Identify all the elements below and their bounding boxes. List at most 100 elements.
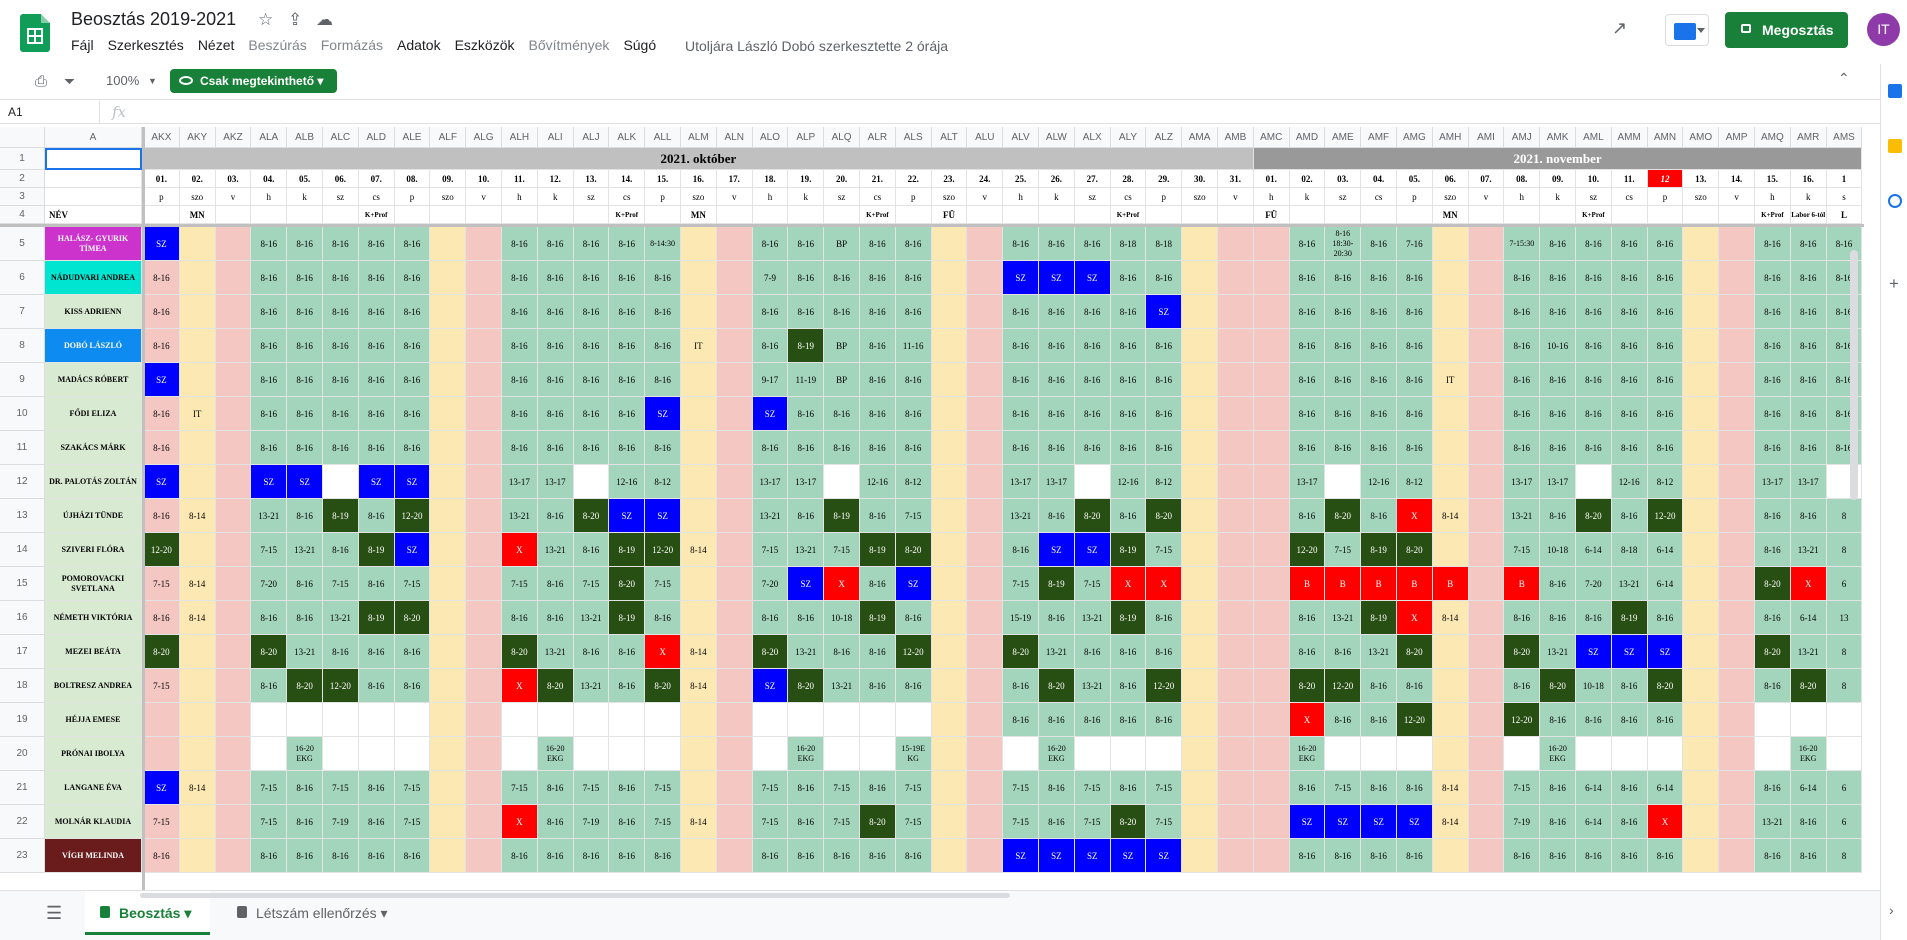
schedule-cell[interactable]: [752, 703, 789, 737]
schedule-cell[interactable]: 8-16: [1289, 635, 1326, 669]
schedule-cell[interactable]: 8-16: [537, 567, 574, 601]
schedule-cell[interactable]: 8-14: [179, 499, 216, 533]
schedule-cell[interactable]: [681, 465, 717, 499]
schedule-cell[interactable]: 7-15: [895, 771, 932, 805]
schedule-cell[interactable]: 8-20: [287, 669, 323, 703]
schedule-cell[interactable]: [1182, 601, 1218, 635]
schedule-cell[interactable]: [967, 703, 1004, 737]
column-header[interactable]: AMO: [1683, 127, 1720, 148]
schedule-cell[interactable]: [323, 465, 359, 499]
schedule-cell[interactable]: 8-16: [323, 635, 359, 669]
note-cell[interactable]: [144, 206, 180, 224]
schedule-cell[interactable]: 8-19: [358, 601, 395, 635]
schedule-cell[interactable]: 8-16: [502, 601, 538, 635]
schedule-cell[interactable]: 13-21: [1540, 635, 1576, 669]
weekday-cell[interactable]: szo: [1683, 188, 1720, 206]
schedule-cell[interactable]: 13-21: [824, 669, 860, 703]
schedule-cell[interactable]: 8-16: [860, 499, 896, 533]
schedule-cell[interactable]: [1182, 397, 1218, 431]
schedule-cell[interactable]: [931, 601, 968, 635]
schedule-cell[interactable]: [1218, 805, 1254, 839]
schedule-cell[interactable]: 8-16: [609, 431, 646, 465]
schedule-cell[interactable]: 6: [1826, 771, 1863, 805]
schedule-cell[interactable]: 8-16: [358, 261, 395, 295]
weekday-cell[interactable]: v: [967, 188, 1004, 206]
day-cell[interactable]: 02.: [179, 170, 216, 188]
schedule-cell[interactable]: 8-16: [1576, 329, 1612, 363]
column-header[interactable]: ALU: [967, 127, 1004, 148]
column-header[interactable]: AKX: [144, 127, 180, 148]
day-cell[interactable]: 14.: [609, 170, 646, 188]
schedule-cell[interactable]: [931, 261, 968, 295]
schedule-cell[interactable]: 8-16: [1397, 839, 1433, 873]
schedule-cell[interactable]: 8-16: [537, 805, 574, 839]
schedule-cell[interactable]: 8-16: [323, 227, 359, 261]
schedule-cell[interactable]: [1683, 737, 1720, 771]
row-header[interactable]: 1: [0, 148, 45, 170]
schedule-cell[interactable]: 8-16: [1576, 363, 1612, 397]
schedule-cell[interactable]: 8-16: [251, 329, 288, 363]
schedule-cell[interactable]: 13-21: [287, 635, 323, 669]
schedule-cell[interactable]: 8-16: [1790, 805, 1827, 839]
column-header[interactable]: ALE: [394, 127, 431, 148]
schedule-cell[interactable]: 13-21: [251, 499, 288, 533]
schedule-cell[interactable]: [716, 771, 753, 805]
schedule-cell[interactable]: 7-15: [502, 771, 538, 805]
schedule-cell[interactable]: 8-12: [1647, 465, 1684, 499]
view-only-button[interactable]: Csak megtekinthető ▾: [170, 69, 337, 93]
schedule-cell[interactable]: 8-16: [573, 261, 610, 295]
schedule-cell[interactable]: [1611, 737, 1648, 771]
schedule-cell[interactable]: 8-16: [358, 567, 395, 601]
schedule-cell[interactable]: [466, 295, 502, 329]
employee-name[interactable]: BOLTRESZ ANDREA: [45, 669, 142, 703]
avatar[interactable]: IT: [1867, 13, 1900, 46]
schedule-cell[interactable]: 16-20 EKG: [287, 737, 323, 771]
schedule-cell[interactable]: SZ: [1611, 635, 1648, 669]
schedule-cell[interactable]: 8-16: [251, 227, 288, 261]
schedule-cell[interactable]: [1683, 805, 1720, 839]
schedule-cell[interactable]: 13-21: [1504, 499, 1541, 533]
schedule-cell[interactable]: [967, 465, 1004, 499]
name-cell[interactable]: [45, 188, 142, 206]
schedule-cell[interactable]: 8-16: [1361, 397, 1397, 431]
schedule-cell[interactable]: [323, 737, 359, 771]
schedule-cell[interactable]: 8-16: [609, 397, 646, 431]
schedule-cell[interactable]: 8-19: [323, 499, 359, 533]
schedule-cell[interactable]: [716, 329, 753, 363]
schedule-cell[interactable]: 8-16: [645, 839, 681, 873]
schedule-cell[interactable]: [323, 703, 359, 737]
schedule-cell[interactable]: 8-16: [895, 261, 932, 295]
schedule-cell[interactable]: 6: [1826, 805, 1863, 839]
schedule-cell[interactable]: SZ: [358, 465, 395, 499]
day-cell[interactable]: 07.: [358, 170, 395, 188]
column-header[interactable]: ALW: [1039, 127, 1075, 148]
weekday-cell[interactable]: sz: [323, 188, 359, 206]
schedule-cell[interactable]: 13-21: [537, 533, 574, 567]
schedule-cell[interactable]: 13-21: [1755, 805, 1791, 839]
schedule-cell[interactable]: 12-20: [895, 635, 932, 669]
schedule-cell[interactable]: 8-16: [1611, 771, 1648, 805]
schedule-cell[interactable]: [1683, 703, 1720, 737]
schedule-cell[interactable]: [466, 635, 502, 669]
name-box[interactable]: A1: [0, 101, 100, 124]
schedule-cell[interactable]: 8-20: [645, 669, 681, 703]
schedule-cell[interactable]: 10-18: [824, 601, 860, 635]
schedule-cell[interactable]: 8: [1826, 635, 1863, 669]
schedule-cell[interactable]: 13-21: [537, 635, 574, 669]
schedule-cell[interactable]: 8-16: [1110, 499, 1147, 533]
schedule-cell[interactable]: 8-14: [179, 771, 216, 805]
employee-name[interactable]: DOBÓ LÁSZLÓ: [45, 329, 142, 363]
schedule-cell[interactable]: 8-16: [502, 261, 538, 295]
schedule-cell[interactable]: [430, 805, 467, 839]
column-header[interactable]: ALY: [1110, 127, 1147, 148]
schedule-cell[interactable]: [824, 465, 860, 499]
weekday-cell[interactable]: k: [287, 188, 323, 206]
schedule-cell[interactable]: 8-16: [251, 261, 288, 295]
schedule-cell[interactable]: 8-16: [1039, 329, 1075, 363]
schedule-cell[interactable]: 13-17: [502, 465, 538, 499]
schedule-cell[interactable]: 8-16: [287, 499, 323, 533]
schedule-cell[interactable]: [1182, 635, 1218, 669]
schedule-cell[interactable]: 8-16: [1540, 261, 1576, 295]
schedule-cell[interactable]: [1432, 261, 1469, 295]
schedule-cell[interactable]: [681, 839, 717, 873]
